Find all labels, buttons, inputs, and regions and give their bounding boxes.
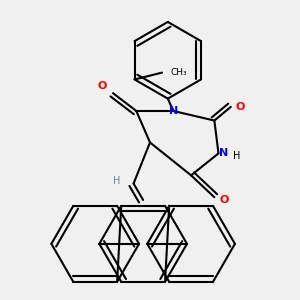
Text: H: H xyxy=(113,176,121,186)
Text: N: N xyxy=(169,106,178,116)
Text: O: O xyxy=(236,102,245,112)
Text: N: N xyxy=(219,148,229,158)
Text: CH₃: CH₃ xyxy=(170,68,187,77)
Text: O: O xyxy=(98,81,107,91)
Text: H: H xyxy=(232,151,240,161)
Text: O: O xyxy=(219,195,229,205)
